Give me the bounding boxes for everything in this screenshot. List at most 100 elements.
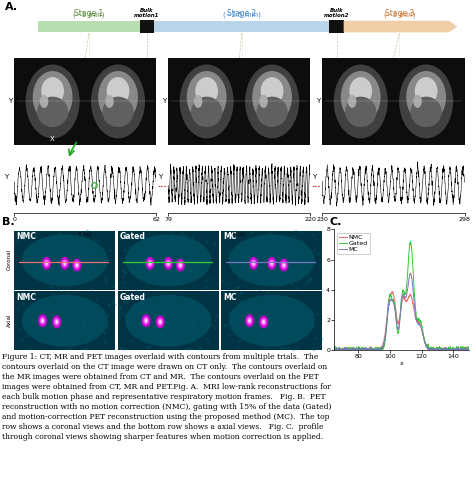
Circle shape — [107, 314, 109, 317]
Circle shape — [112, 285, 115, 288]
Circle shape — [273, 296, 275, 299]
NMC — [393, 305, 399, 311]
Circle shape — [229, 263, 232, 266]
Circle shape — [239, 249, 242, 252]
Circle shape — [182, 235, 185, 238]
Circle shape — [145, 248, 148, 251]
Circle shape — [55, 235, 57, 238]
Gated — [356, 344, 361, 350]
Bar — [14, 291, 115, 350]
Circle shape — [196, 300, 199, 303]
Circle shape — [199, 348, 201, 351]
Circle shape — [60, 270, 63, 272]
Circle shape — [279, 284, 282, 287]
Circle shape — [52, 324, 55, 327]
Circle shape — [295, 230, 298, 233]
Circle shape — [132, 258, 135, 261]
Circle shape — [86, 229, 89, 232]
NMC — [366, 347, 372, 353]
Circle shape — [191, 236, 194, 239]
Ellipse shape — [256, 97, 288, 127]
Circle shape — [257, 247, 260, 250]
Ellipse shape — [349, 77, 372, 105]
Text: A.: A. — [5, 2, 18, 13]
Ellipse shape — [105, 95, 114, 108]
Text: ...: ... — [157, 180, 167, 189]
Circle shape — [34, 236, 36, 239]
Circle shape — [201, 252, 204, 255]
Text: C.: C. — [329, 217, 342, 227]
Circle shape — [29, 348, 32, 351]
Circle shape — [82, 322, 85, 325]
Circle shape — [200, 304, 203, 307]
Circle shape — [107, 258, 110, 261]
Circle shape — [26, 335, 29, 338]
Circle shape — [52, 294, 55, 297]
Circle shape — [58, 260, 61, 263]
Circle shape — [291, 261, 294, 264]
Circle shape — [272, 236, 274, 239]
Circle shape — [68, 293, 71, 296]
Circle shape — [49, 336, 52, 339]
Circle shape — [264, 346, 267, 349]
Ellipse shape — [334, 64, 388, 138]
Circle shape — [216, 314, 219, 317]
Circle shape — [119, 347, 122, 350]
Circle shape — [26, 260, 29, 263]
Circle shape — [113, 299, 116, 302]
Circle shape — [39, 309, 42, 312]
Circle shape — [181, 232, 183, 235]
Ellipse shape — [73, 258, 82, 271]
Circle shape — [19, 237, 22, 240]
Circle shape — [201, 246, 203, 249]
Circle shape — [86, 348, 89, 351]
Ellipse shape — [107, 77, 129, 105]
Line: Gated: Gated — [334, 242, 469, 350]
Circle shape — [308, 276, 310, 279]
MC — [466, 344, 472, 350]
Text: Bulk
motion1: Bulk motion1 — [134, 8, 160, 18]
Circle shape — [110, 309, 113, 312]
Ellipse shape — [98, 71, 138, 123]
Circle shape — [63, 309, 66, 312]
Circle shape — [202, 328, 205, 331]
Ellipse shape — [345, 97, 376, 127]
Circle shape — [312, 349, 315, 352]
Ellipse shape — [41, 319, 44, 323]
Circle shape — [56, 321, 59, 324]
Circle shape — [230, 321, 233, 324]
Gated — [331, 345, 337, 351]
Ellipse shape — [279, 258, 289, 271]
Circle shape — [302, 240, 305, 242]
Circle shape — [48, 260, 51, 263]
Ellipse shape — [147, 259, 153, 267]
Ellipse shape — [145, 319, 147, 323]
MC — [355, 346, 361, 352]
Circle shape — [306, 252, 309, 255]
Ellipse shape — [283, 263, 285, 267]
Circle shape — [253, 258, 255, 261]
Text: MC: MC — [223, 232, 237, 242]
Circle shape — [288, 346, 291, 349]
Ellipse shape — [267, 257, 276, 270]
Ellipse shape — [52, 315, 61, 328]
Text: Stage 2: Stage 2 — [227, 9, 256, 18]
Circle shape — [122, 348, 125, 351]
Circle shape — [48, 336, 51, 339]
Ellipse shape — [249, 257, 258, 270]
Circle shape — [177, 258, 180, 261]
Circle shape — [189, 276, 192, 279]
Circle shape — [281, 347, 283, 350]
Circle shape — [197, 262, 200, 265]
Ellipse shape — [251, 259, 256, 267]
Circle shape — [84, 318, 87, 321]
Line: NMC: NMC — [334, 292, 469, 350]
Bar — [14, 58, 156, 145]
Circle shape — [66, 301, 69, 304]
Ellipse shape — [252, 71, 292, 123]
Bar — [168, 58, 310, 145]
Circle shape — [308, 281, 310, 284]
Circle shape — [280, 308, 283, 311]
Circle shape — [134, 303, 137, 306]
NMC — [356, 346, 361, 352]
